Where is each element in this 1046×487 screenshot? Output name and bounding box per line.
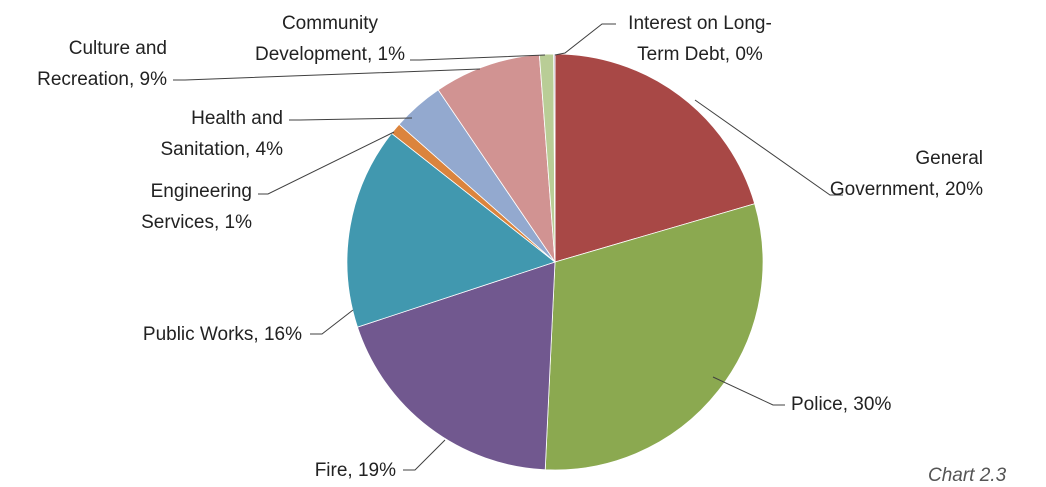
pie-slices bbox=[346, 53, 764, 471]
slice-labels: General Government, 20% Police, 30% Fire, 1… bbox=[37, 13, 983, 481]
leader-line-public-works bbox=[310, 309, 354, 335]
slice-label-public-works: Public Works, 16% bbox=[143, 324, 302, 345]
slice-label-line: Sanitation, 4% bbox=[160, 139, 283, 160]
slice-label-engineering-services: Engineering Services, 1% bbox=[141, 181, 252, 233]
slice-label-fire: Fire, 19% bbox=[315, 460, 396, 481]
pie-slice-interest-on-long-term-debt bbox=[553, 53, 556, 263]
leader-line-engineering-services bbox=[258, 131, 395, 195]
slice-label-line: Community bbox=[282, 13, 379, 34]
leader-line-health-and-sanitation bbox=[289, 117, 413, 121]
slice-label-community-development: Community Development, 1% bbox=[255, 13, 405, 65]
slice-label-interest-on-long-term-debt: Interest on Long- Term Debt, 0% bbox=[628, 13, 772, 65]
slice-label-line: Government, 20% bbox=[830, 179, 983, 200]
slice-label-line: Recreation, 9% bbox=[37, 69, 167, 90]
slice-label-general-government: General Government, 20% bbox=[830, 148, 983, 200]
slice-label-health-and-sanitation: Health and Sanitation, 4% bbox=[160, 108, 283, 160]
pie-slice-fire bbox=[356, 261, 556, 471]
slice-label-line: General bbox=[915, 148, 983, 169]
slice-label-police: Police, 30% bbox=[791, 394, 891, 415]
pie-slice-general-government bbox=[554, 53, 756, 263]
leader-lines bbox=[173, 23, 843, 471]
leader-line-culture-and-recreation bbox=[173, 68, 481, 81]
slice-label-line: Term Debt, 0% bbox=[637, 44, 763, 65]
chart-number-note: Chart 2.3 bbox=[928, 465, 1007, 486]
slice-label-line: Development, 1% bbox=[255, 44, 405, 65]
leader-line-fire bbox=[403, 439, 446, 471]
slice-label-line: Health and bbox=[191, 108, 283, 129]
pie-slice-public-works bbox=[346, 132, 556, 328]
leader-line-police bbox=[712, 376, 785, 406]
slice-label-line: Engineering bbox=[151, 181, 252, 202]
slice-label-line: Fire, 19% bbox=[315, 460, 396, 481]
leader-line-interest-on-long-term-debt bbox=[554, 23, 616, 56]
slice-label-line: Interest on Long- bbox=[628, 13, 772, 34]
slice-label-line: Services, 1% bbox=[141, 212, 252, 233]
slice-label-line: Police, 30% bbox=[791, 394, 891, 415]
leader-line-general-government bbox=[694, 99, 843, 196]
slice-label-culture-and-recreation: Culture and Recreation, 9% bbox=[37, 38, 167, 90]
pie-slice-police bbox=[544, 203, 764, 471]
leader-line-community-development bbox=[410, 54, 546, 61]
slice-label-line: Culture and bbox=[69, 38, 167, 59]
slice-label-line: Public Works, 16% bbox=[143, 324, 302, 345]
